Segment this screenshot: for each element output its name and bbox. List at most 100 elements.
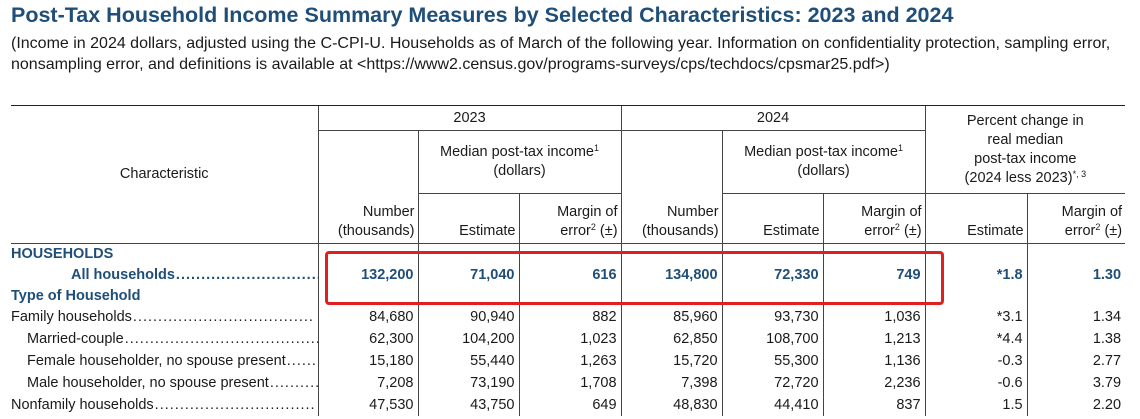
median-footnote: 1 xyxy=(898,143,904,153)
table-cell: 72,720 xyxy=(721,372,824,394)
table-cell: 90,940 xyxy=(417,306,519,328)
table-cell: 7,208 xyxy=(317,372,418,394)
row-label: All households xyxy=(71,267,175,283)
table-row: Male householder, no spouse present.....… xyxy=(11,372,1126,394)
header-characteristic: Characteristic xyxy=(11,105,318,244)
table-row: Female householder, no spouse present...… xyxy=(11,350,1126,372)
median-label: Median post-tax income xyxy=(440,144,594,160)
section-title: HOUSEHOLDS xyxy=(11,246,114,262)
table-cell: 47,530 xyxy=(317,394,418,416)
header-estimate-2024: Estimate xyxy=(721,193,824,244)
pct-change-footnote: *, 3 xyxy=(1072,168,1087,179)
table-cell: 1.34 xyxy=(1026,306,1126,328)
median-label: Median post-tax income xyxy=(744,144,898,160)
row-label: Female householder, no spouse present xyxy=(27,353,286,369)
table-cell: 649 xyxy=(518,394,622,416)
header-margin-2023: Margin of error2 (±) xyxy=(518,193,622,244)
margin-line1: Margin of xyxy=(861,204,922,220)
table-cell: *3.1 xyxy=(924,306,1028,328)
income-table: Characteristic 2023 2024 Percent change … xyxy=(11,105,1126,416)
table-cell: 1,213 xyxy=(822,328,926,350)
table-cell: 44,410 xyxy=(721,394,824,416)
table-cell: 2,236 xyxy=(822,372,926,394)
dollars-label: (dollars) xyxy=(797,163,850,179)
header-number-2023: Number (thousands) xyxy=(317,130,418,244)
number-line2: (thousands) xyxy=(337,223,415,239)
dollars-label: (dollars) xyxy=(493,163,546,179)
table-cell: 62,300 xyxy=(317,328,418,350)
table-cell: 1,036 xyxy=(822,306,926,328)
pct-change-line1: Percent change in xyxy=(966,112,1084,129)
header-median-2023: Median post-tax income1 (dollars) xyxy=(417,130,622,194)
table-cell: 84,680 xyxy=(317,306,418,328)
margin-line2: error xyxy=(864,223,895,239)
header-number-2024: Number (thousands) xyxy=(620,130,723,244)
number-line2: (thousands) xyxy=(641,223,719,239)
table-cell: 1.5 xyxy=(924,394,1028,416)
table-cell: 837 xyxy=(822,394,926,416)
table-cell: *4.4 xyxy=(924,328,1028,350)
table-cell: 104,200 xyxy=(417,328,519,350)
number-line1: Number xyxy=(666,204,719,220)
table-cell: 62,850 xyxy=(620,328,723,350)
table-cell: 1,263 xyxy=(518,350,622,372)
table-cell: 55,300 xyxy=(721,350,824,372)
margin-footnote: 2 xyxy=(894,222,900,232)
header-margin-change: Margin of error2 (±) xyxy=(1026,193,1126,244)
table-cell: 48,830 xyxy=(620,394,723,416)
header-margin-2024: Margin of error2 (±) xyxy=(822,193,926,244)
margin-footnote: 2 xyxy=(590,222,596,232)
median-footnote: 1 xyxy=(593,143,599,153)
row-label: Married-couple xyxy=(27,331,124,347)
table-cell: 85,960 xyxy=(620,306,723,328)
cell-number-2024: 134,800 xyxy=(620,264,723,286)
table-cell: -0.6 xyxy=(924,372,1028,394)
table-row: Married-couple..........................… xyxy=(11,328,1126,350)
table-cell: 1,136 xyxy=(822,350,926,372)
table-row-all-households: All households..........................… xyxy=(11,264,1126,286)
row-label: Nonfamily households xyxy=(11,397,154,413)
header-year-2024: 2024 xyxy=(620,105,926,131)
header-percent-change: Percent change in real median post-tax i… xyxy=(924,105,1126,194)
margin-footnote: 2 xyxy=(1095,222,1101,232)
section-type-of-household: Type of Household xyxy=(11,286,318,306)
table-cell: 1,023 xyxy=(518,328,622,350)
section-title: Type of Household xyxy=(11,288,141,304)
table-cell: 882 xyxy=(518,306,622,328)
table-cell: 1.38 xyxy=(1026,328,1126,350)
table-row: Nonfamily households....................… xyxy=(11,394,1126,416)
table-subtitle: (Income in 2024 dollars, adjusted using … xyxy=(11,35,1111,73)
table-cell: 3.79 xyxy=(1026,372,1126,394)
pct-change-line2: real median xyxy=(987,131,1064,148)
cell-moe-2023: 616 xyxy=(518,264,622,286)
table-cell: -0.3 xyxy=(924,350,1028,372)
header-estimate-2023: Estimate xyxy=(417,193,519,244)
margin-pm: (±) xyxy=(903,223,922,239)
header-median-2024: Median post-tax income1 (dollars) xyxy=(721,130,926,194)
margin-pm: (±) xyxy=(599,223,618,239)
cell-estimate-2023: 71,040 xyxy=(417,264,519,286)
header-estimate-change: Estimate xyxy=(924,193,1028,244)
cell-moe-change: 1.30 xyxy=(1026,264,1126,286)
table-cell: 55,440 xyxy=(417,350,519,372)
table-cell: 15,180 xyxy=(317,350,418,372)
cell-moe-2024: 749 xyxy=(822,264,926,286)
table-cell: 2.77 xyxy=(1026,350,1126,372)
cell-pct-change: *1.8 xyxy=(924,264,1028,286)
table-cell: 7,398 xyxy=(620,372,723,394)
table-cell: 93,730 xyxy=(721,306,824,328)
pct-change-line3: post-tax income xyxy=(974,150,1077,167)
header-year-2023: 2023 xyxy=(317,105,622,131)
margin-line2: error xyxy=(560,223,591,239)
table-cell: 1,708 xyxy=(518,372,622,394)
row-label: Family households xyxy=(11,309,132,325)
row-label: Male householder, no spouse present xyxy=(27,375,269,391)
margin-line1: Margin of xyxy=(1061,204,1123,220)
table-cell: 73,190 xyxy=(417,372,519,394)
number-line1: Number xyxy=(362,204,415,220)
pct-change-line4: (2024 less 2023) xyxy=(964,169,1073,186)
table-cell: 2.20 xyxy=(1026,394,1126,416)
table-cell: 43,750 xyxy=(417,394,519,416)
page-title: Post-Tax Household Income Summary Measur… xyxy=(11,3,954,27)
margin-line2: error xyxy=(1064,223,1096,239)
